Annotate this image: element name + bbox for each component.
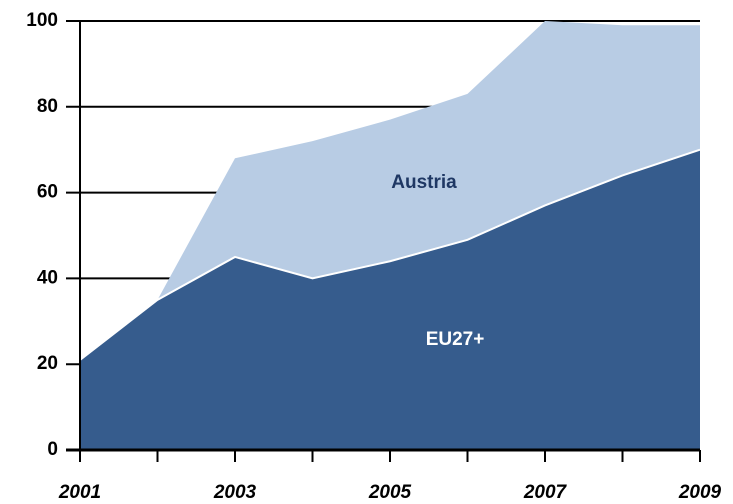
y-tick-label: 0 (47, 439, 58, 460)
series-label: Austria (391, 172, 457, 193)
x-tick-label: 2005 (368, 482, 412, 503)
x-tick-label: 2003 (213, 482, 257, 503)
y-tick-label: 100 (26, 10, 58, 31)
x-tick-label: 2009 (678, 482, 722, 503)
area (80, 21, 700, 360)
y-tick-label: 20 (37, 353, 58, 374)
x-tick-label: 2001 (58, 482, 101, 503)
area (80, 149, 700, 450)
area-edge (79, 148, 701, 361)
series-label: EU27+ (426, 329, 485, 350)
x-tick-label: 2007 (523, 482, 568, 503)
y-tick-label: 60 (37, 182, 58, 203)
y-tick-label: 80 (37, 96, 58, 117)
y-tick-label: 40 (37, 267, 58, 288)
